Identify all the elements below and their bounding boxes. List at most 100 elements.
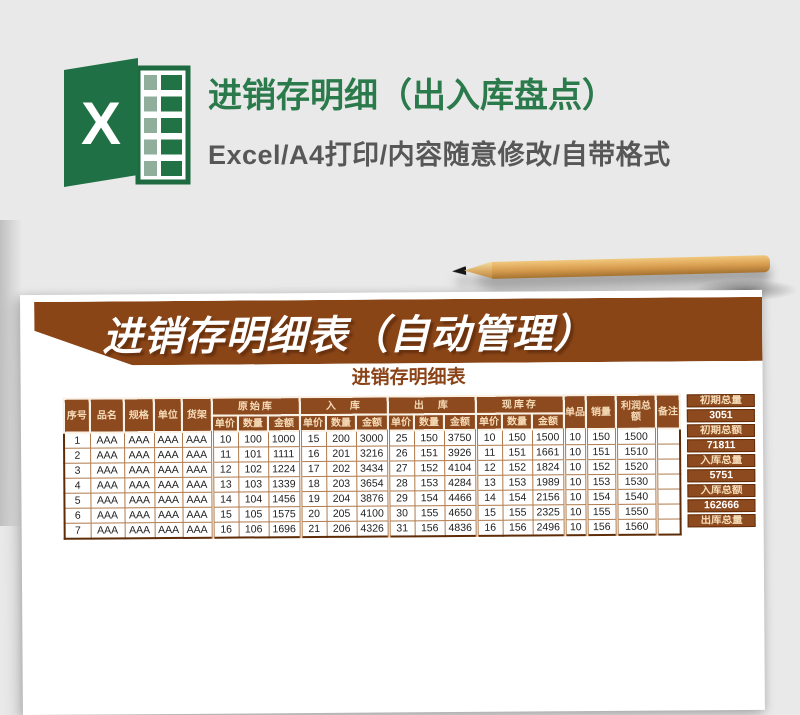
table-cell: 1575 (268, 506, 301, 522)
table-cell: 16 (212, 522, 239, 538)
table-cell: AAA (181, 431, 213, 448)
header-subcell: 单价 (475, 413, 503, 430)
table-cell: 30 (388, 505, 415, 522)
table-cell: 4326 (356, 521, 389, 537)
table-cell: AAA (154, 522, 183, 539)
table-cell: 156 (502, 519, 533, 536)
table-cell: 1500 (616, 428, 657, 445)
table-cell: 2325 (532, 504, 565, 520)
table-cell: 16 (300, 446, 327, 462)
banner-title: 进销存明细表（自动管理） (102, 312, 595, 360)
table-cell: 104 (238, 491, 269, 508)
table-cell: AAA (154, 462, 183, 478)
banner: 进销存明细表（自动管理） (34, 297, 762, 366)
table-cell: 153 (502, 474, 533, 491)
table-cell: 15 (476, 505, 503, 521)
table-cell: AAA (182, 477, 213, 493)
table-cell: 3876 (356, 491, 389, 507)
table-cell: 206 (326, 521, 357, 537)
table-cell: 11 (212, 447, 239, 463)
panel-label: 初期总量 (686, 393, 755, 408)
table-cell: 153 (586, 474, 617, 490)
table-cell: 5 (64, 493, 91, 509)
table-cell: 26 (388, 445, 415, 462)
table-cell: 4466 (444, 490, 477, 506)
table-cell: 3926 (444, 445, 477, 461)
table-cell: 1661 (532, 444, 565, 460)
table-cell: 17 (300, 461, 327, 477)
table-cell: 3000 (355, 430, 389, 447)
header-cell: 单品 (563, 395, 587, 430)
header-subcell: 单价 (211, 415, 238, 432)
table-cell: 12 (476, 460, 503, 476)
table-cell: AAA (90, 507, 125, 524)
table-cell: 1111 (268, 446, 301, 462)
table-cell: AAA (90, 462, 125, 479)
table-cell: 204 (326, 491, 357, 507)
table-cell: 10 (564, 459, 587, 475)
table-cell: 2496 (532, 519, 565, 536)
page-subtitle: Excel/A4打印/内容随意修改/自带格式 (208, 140, 671, 170)
table-cell: AAA (182, 492, 213, 508)
table-cell: 31 (388, 520, 415, 537)
table-cell: 1224 (268, 461, 301, 477)
panel-label: 入库总额 (687, 483, 756, 498)
header-row-1: 序号 品名 规格 单位 货架 原始库入 库出 库现库存 单品 销量 利润总额 备注 (63, 394, 681, 433)
header-subcell: 单价 (387, 414, 415, 431)
table-cell: 106 (238, 521, 269, 538)
table-cell: 13 (212, 477, 239, 493)
table-cell: 29 (388, 490, 415, 507)
header-subcell: 金额 (355, 414, 389, 431)
table-cell: 13 (476, 475, 503, 491)
table-cell: 1560 (616, 519, 657, 535)
table-cell: 4 (64, 478, 91, 494)
table-cell (656, 518, 681, 535)
table-cell: 203 (326, 476, 357, 492)
table-cell: 3 (64, 463, 91, 479)
table-cell: 151 (414, 445, 445, 461)
table-cell: 6 (64, 508, 91, 524)
panel-label: 入库总量 (687, 453, 756, 468)
table-cell: 154 (586, 489, 617, 505)
table-cell: AAA (90, 477, 125, 494)
table-cell: 2 (64, 448, 91, 464)
table-cell: 200 (325, 430, 357, 447)
table-cell: 28 (388, 475, 415, 492)
table-cell: 20 (300, 506, 327, 522)
table-cell: 10 (564, 489, 587, 505)
table-cell: 1 (63, 432, 91, 449)
table-cell: 1989 (532, 474, 565, 490)
table-cell: 1500 (532, 429, 565, 446)
table-cell (656, 473, 681, 490)
table-cell: 153 (414, 475, 445, 491)
table-cell: 156 (586, 519, 617, 536)
table-cell: 155 (414, 505, 445, 521)
excel-letter: X (81, 90, 121, 157)
table-cell: 15 (299, 430, 327, 447)
header-cell: 销量 (585, 394, 617, 430)
table-cell: 4104 (444, 460, 477, 476)
table-cell: 151 (502, 445, 533, 461)
table-cell: 202 (326, 461, 357, 477)
table-cell: AAA (154, 447, 183, 463)
header-subcell: 数量 (413, 414, 445, 431)
table-cell: 4836 (444, 520, 477, 537)
panel-value: 3051 (686, 408, 755, 423)
table-cell: 3654 (356, 476, 389, 492)
table-cell: 155 (586, 504, 617, 520)
table-cell: AAA (90, 492, 125, 509)
header-cell: 备注 (655, 394, 681, 429)
table-cell: AAA (124, 477, 155, 493)
header-cell: 规格 (123, 398, 154, 433)
table-cell: 154 (414, 490, 445, 506)
table-cell: 25 (388, 430, 415, 447)
table-cell (656, 458, 681, 475)
table-cell: 156 (414, 520, 445, 537)
panel-label: 初期总额 (687, 423, 756, 438)
header-group-cell: 现库存 (475, 395, 564, 414)
table-cell: AAA (124, 507, 155, 523)
table-cell: 155 (502, 504, 533, 521)
pencil-body (491, 254, 771, 279)
table-cell: 201 (326, 446, 357, 462)
header-subcell: 数量 (501, 413, 533, 430)
